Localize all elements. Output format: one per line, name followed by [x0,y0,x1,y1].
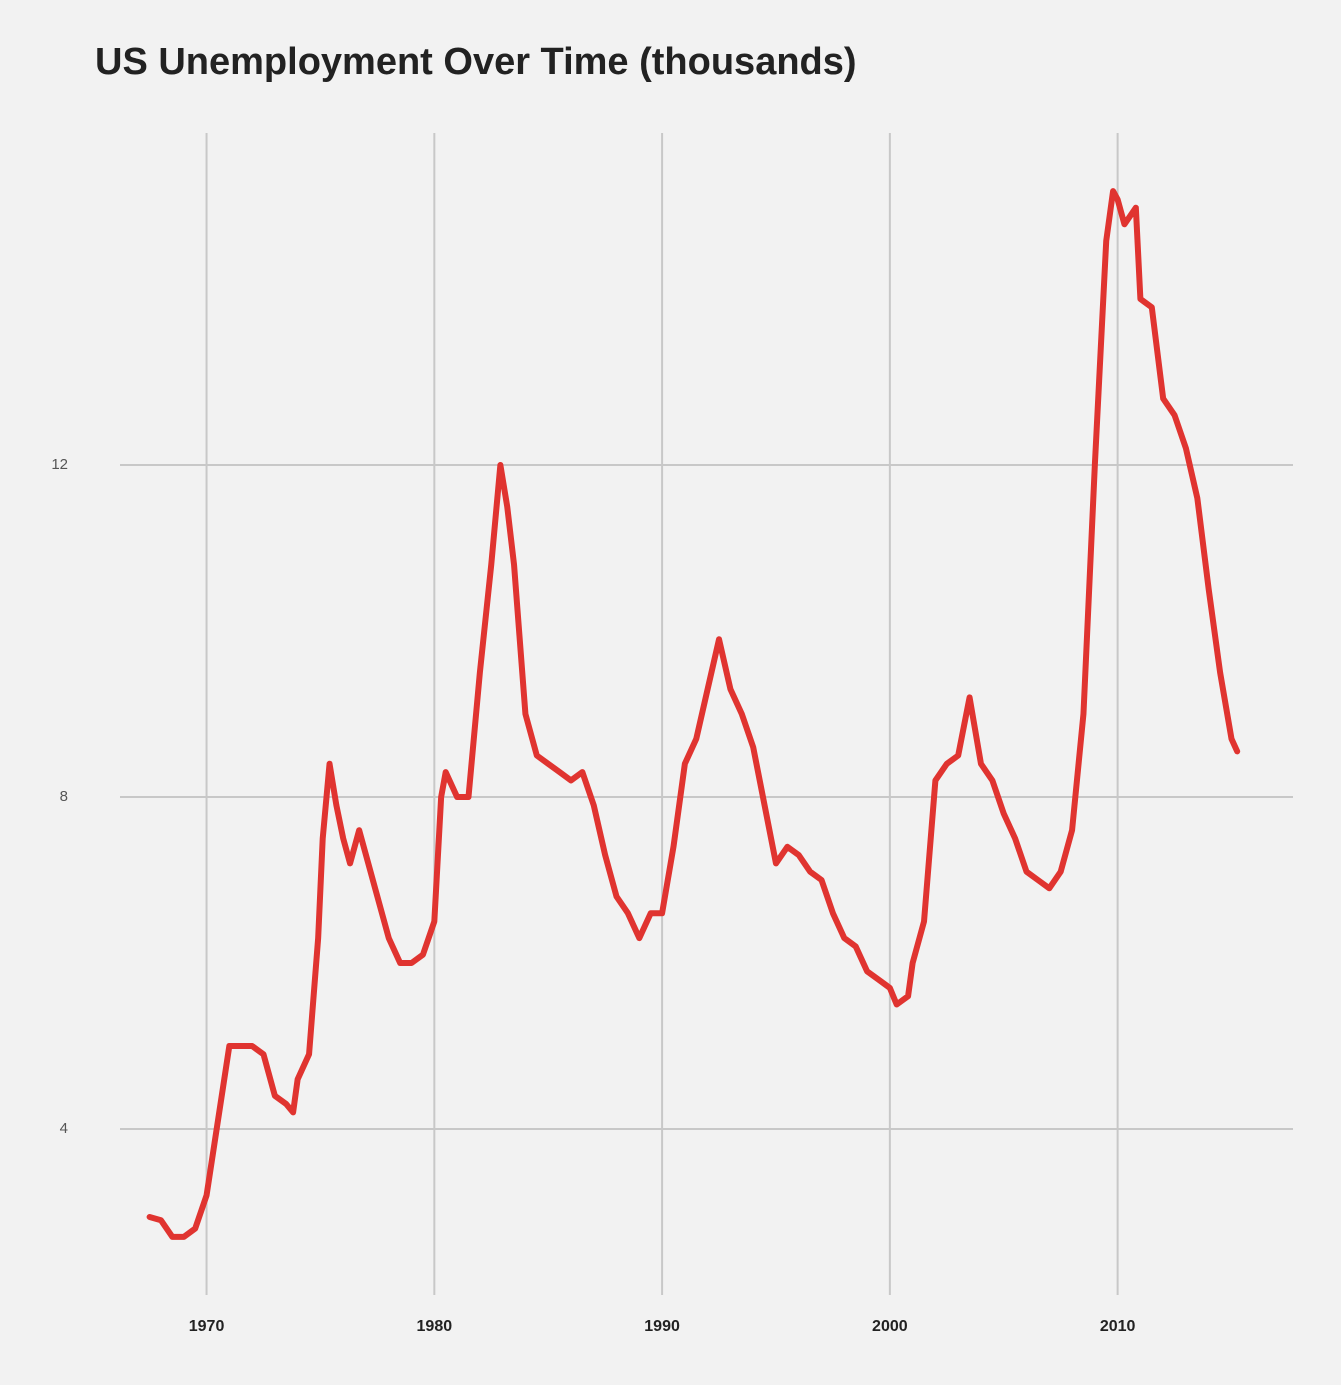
y-tick-label: 4 [60,1120,68,1137]
x-tick-label: 2000 [872,1318,908,1335]
chart-title: US Unemployment Over Time (thousands) [95,41,857,83]
x-tick-label: 2010 [1100,1318,1136,1335]
x-tick-label: 1990 [644,1318,680,1335]
data-line [146,188,1241,1240]
y-tick-label: 8 [60,788,68,805]
x-tick-label: 1980 [417,1318,453,1335]
y-tick-label: 12 [51,456,68,473]
x-tick-label: 1970 [189,1318,225,1335]
